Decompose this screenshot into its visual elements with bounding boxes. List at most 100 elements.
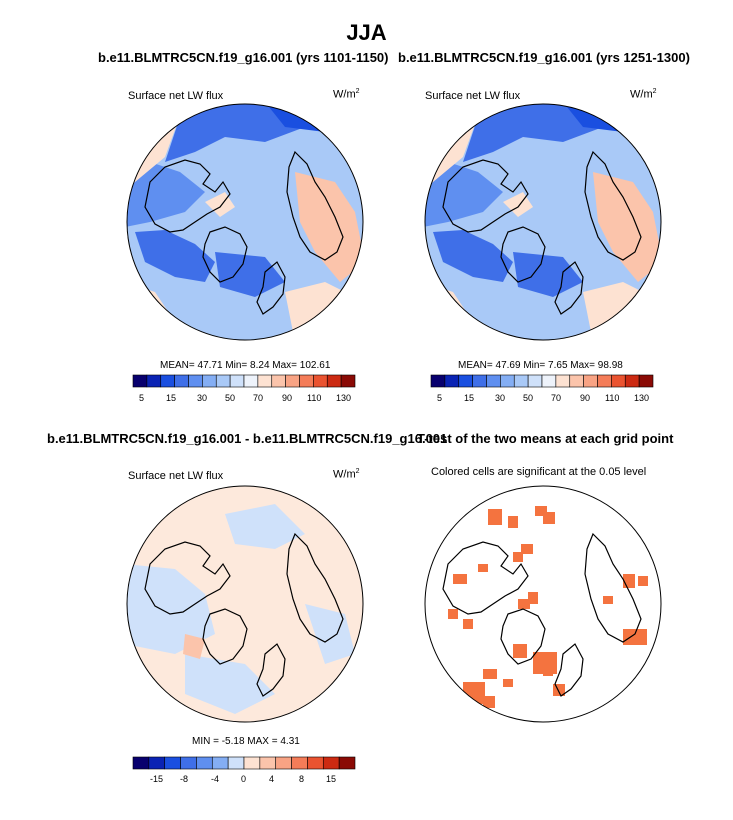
significant-cell [508,516,518,528]
colorbar-swatch [180,756,197,770]
colorbar-swatch [486,374,501,388]
cb3-label-15: 15 [326,774,337,784]
significant-cell [518,599,530,609]
colorbar-swatch [160,374,175,388]
colorbar-swatch [307,756,324,770]
colorbar-swatch [555,374,571,388]
colorbar-swatch [291,756,308,770]
panel-2-variable-label: Surface net LW flux [425,90,521,102]
panel-1-title: b.e11.BLMTRC5CN.f19_g16.001 (yrs 1101-11… [98,50,389,65]
low-flux-greenland-sea [513,252,583,297]
colorbar-swatch [196,756,213,770]
map-panel-2 [424,103,662,341]
colorbar-swatch [322,756,340,770]
significant-cell [528,592,538,604]
significant-cell [513,644,527,658]
significant-cell [453,574,467,584]
high-flux-patch [503,192,533,217]
panel-2-title: b.e11.BLMTRC5CN.f19_g16.001 (yrs 1251-13… [398,50,690,65]
cb3-label-8: 8 [299,774,305,784]
cb2-label-70: 70 [551,393,562,403]
significant-cell [623,574,635,588]
low-flux-baffin [433,230,513,282]
panel-2-stats: MEAN= 47.69 Min= 7.65 Max= 98.98 [458,360,623,371]
cb1-label-110: 110 [307,393,322,403]
colorbar-swatch [146,374,162,388]
cb2-label-90: 90 [580,393,591,403]
colorbar-swatch [174,374,189,388]
high-flux-europe [583,282,661,340]
panel-3-variable-label: Surface net LW flux [128,470,224,482]
colorbar-swatch [188,374,203,388]
map-border [126,485,364,723]
colorbar-swatch [541,374,557,388]
map-field-3 [127,486,363,722]
colorbar-swatch [624,374,640,388]
cb1-label-70: 70 [253,393,264,403]
panel-1-variable-label: Surface net LW flux [128,90,224,102]
colorbar-panel-1 [132,374,356,388]
cb1-label-30: 30 [197,393,208,403]
high-flux-siberia [593,172,661,282]
colorbar-swatch [500,374,515,388]
colorbar-swatch [569,374,584,388]
colorbar-swatch [285,374,300,388]
negative-diff-arctic [225,504,305,549]
cb1-label-130: 130 [336,393,352,403]
cb3-label-0: 0 [241,774,247,784]
significant-cell [463,682,485,704]
cb3-label-neg4: -4 [211,774,220,784]
cb2-label-30: 30 [495,393,506,403]
significant-cell [478,564,488,572]
positive-diff-patch [183,634,205,659]
colorbar-swatch [638,374,654,388]
coastline [584,150,642,261]
map-border [424,485,662,723]
coastline [202,226,248,283]
map-field-1 [127,104,363,340]
colorbar-swatch [259,756,277,770]
map-border [126,103,364,341]
significant-cell [513,552,523,562]
significant-cell [463,619,473,629]
cb3-label-neg8: -8 [180,774,189,784]
colorbar-swatch [527,374,543,388]
significant-cell [483,669,497,679]
negative-diff-canada [127,564,215,654]
significant-cell [638,576,648,586]
panel-2-units: W/m2 [630,88,657,101]
coastline [202,608,248,665]
cb1-label-50: 50 [225,393,236,403]
low-flux-canada [127,162,205,227]
colorbar-swatch [326,374,342,388]
colorbar-panel-3 [132,756,356,770]
coastline [144,159,231,233]
significant-cell [483,696,495,708]
coastline [286,150,344,261]
coastline [554,261,584,315]
low-flux-canada [425,162,503,227]
cb1-label-15: 15 [166,393,177,403]
map-panel-3 [126,485,364,723]
colorbar-swatch [257,374,273,388]
panel-1-units: W/m2 [333,88,360,101]
panel-3-units: W/m2 [333,468,360,481]
colorbar-swatch [132,756,150,770]
cb2-label-130: 130 [634,393,650,403]
map-panel-4 [424,485,662,723]
coastline [554,643,584,697]
cb3-label-4: 4 [269,774,275,784]
colorbar-swatch [583,374,598,388]
map-border [424,103,662,341]
significant-cell [488,509,502,525]
map-field-4 [425,486,661,722]
colorbar-swatch [202,374,217,388]
high-flux-siberia [295,172,363,282]
high-flux-europe [285,282,363,340]
panel-4-title: T-test of the two means at each grid poi… [417,431,674,446]
cb3-label-neg15: -15 [150,774,164,784]
coastline [256,643,286,697]
panel-1-stats: MEAN= 47.71 Min= 8.24 Max= 102.61 [160,360,331,371]
coastline [584,532,642,643]
